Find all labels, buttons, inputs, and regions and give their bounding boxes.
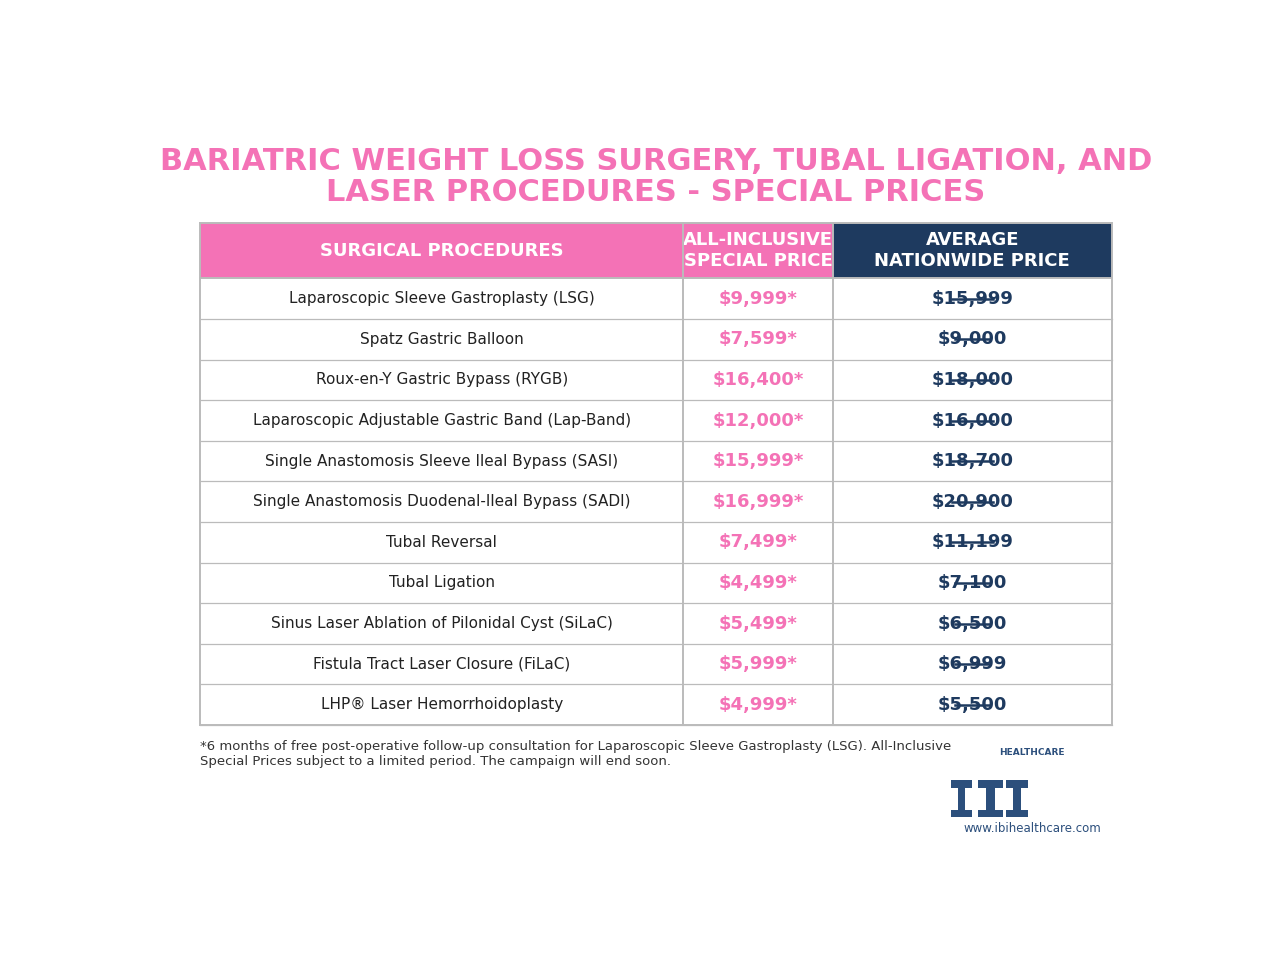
Text: LHP® Laser Hemorrhoidoplasty: LHP® Laser Hemorrhoidoplasty [320,697,563,712]
Bar [951,809,973,818]
Text: Roux-en-Y Gastric Bypass (RYGB): Roux-en-Y Gastric Bypass (RYGB) [316,372,568,388]
Text: www.ibihealthcare.com: www.ibihealthcare.com [963,822,1101,835]
Bar [200,360,1112,400]
Text: $15,999: $15,999 [932,290,1014,308]
Text: $15,999*: $15,999* [712,452,804,470]
Text: ALL-INCLUSIVE
SPECIAL PRICE: ALL-INCLUSIVE SPECIAL PRICE [684,231,833,270]
Text: $5,500: $5,500 [937,696,1007,713]
Bar [200,223,684,278]
Bar [957,788,965,809]
Bar [200,482,1112,522]
Text: $9,000: $9,000 [937,330,1007,348]
Text: $16,400*: $16,400* [712,371,804,389]
Bar [200,522,1112,563]
Bar [978,780,1004,788]
Bar [200,278,1112,319]
Text: $18,000: $18,000 [932,371,1014,389]
Bar [1006,809,1028,818]
Bar [951,780,973,788]
Text: $6,999: $6,999 [937,655,1007,673]
Bar [1014,788,1021,809]
Text: $16,000: $16,000 [932,412,1014,429]
Bar [200,684,1112,725]
Bar [200,603,1112,644]
Text: $4,499*: $4,499* [718,574,797,592]
Text: $6,500: $6,500 [937,614,1007,633]
Bar [200,644,1112,684]
Bar [978,809,1004,818]
Bar [200,319,1112,360]
Text: $12,000*: $12,000* [712,412,804,429]
Text: $7,599*: $7,599* [718,330,797,348]
Text: Single Anastomosis Sleeve Ileal Bypass (SASI): Single Anastomosis Sleeve Ileal Bypass (… [265,454,618,468]
Text: $7,499*: $7,499* [718,534,797,551]
Text: $9,999*: $9,999* [718,290,797,308]
Text: $11,199: $11,199 [932,534,1014,551]
Bar [833,223,1112,278]
Text: $4,999*: $4,999* [718,696,797,713]
Text: $16,999*: $16,999* [712,492,804,511]
Text: $7,100: $7,100 [937,574,1007,592]
Text: AVERAGE
NATIONWIDE PRICE: AVERAGE NATIONWIDE PRICE [874,231,1070,270]
Text: Tubal Reversal: Tubal Reversal [387,535,497,550]
Text: Fistula Tract Laser Closure (FiLaC): Fistula Tract Laser Closure (FiLaC) [314,657,571,672]
Text: $5,499*: $5,499* [718,614,797,633]
Text: $5,999*: $5,999* [718,655,797,673]
Text: LASER PROCEDURES - SPECIAL PRICES: LASER PROCEDURES - SPECIAL PRICES [326,178,986,206]
Bar [987,788,995,809]
Text: Single Anastomosis Duodenal-Ileal Bypass (SADI): Single Anastomosis Duodenal-Ileal Bypass… [253,494,631,509]
Bar [1006,780,1028,788]
Text: HEALTHCARE: HEALTHCARE [1000,749,1065,757]
Text: $20,900: $20,900 [932,492,1014,511]
Text: Sinus Laser Ablation of Pilonidal Cyst (SiLaC): Sinus Laser Ablation of Pilonidal Cyst (… [271,616,613,631]
Text: BARIATRIC WEIGHT LOSS SURGERY, TUBAL LIGATION, AND: BARIATRIC WEIGHT LOSS SURGERY, TUBAL LIG… [160,147,1152,176]
Text: *6 months of free post-operative follow-up consultation for Laparoscopic Sleeve : *6 months of free post-operative follow-… [200,740,951,768]
Text: SURGICAL PROCEDURES: SURGICAL PROCEDURES [320,242,563,260]
Bar [200,400,1112,441]
Bar [200,563,1112,603]
Bar [684,223,833,278]
Text: Spatz Gastric Balloon: Spatz Gastric Balloon [360,332,524,347]
Text: Laparoscopic Sleeve Gastroplasty (LSG): Laparoscopic Sleeve Gastroplasty (LSG) [289,291,595,306]
Bar [200,441,1112,482]
Text: Laparoscopic Adjustable Gastric Band (Lap-Band): Laparoscopic Adjustable Gastric Band (La… [252,413,631,428]
Text: Tubal Ligation: Tubal Ligation [389,575,494,590]
Text: $18,700: $18,700 [932,452,1014,470]
